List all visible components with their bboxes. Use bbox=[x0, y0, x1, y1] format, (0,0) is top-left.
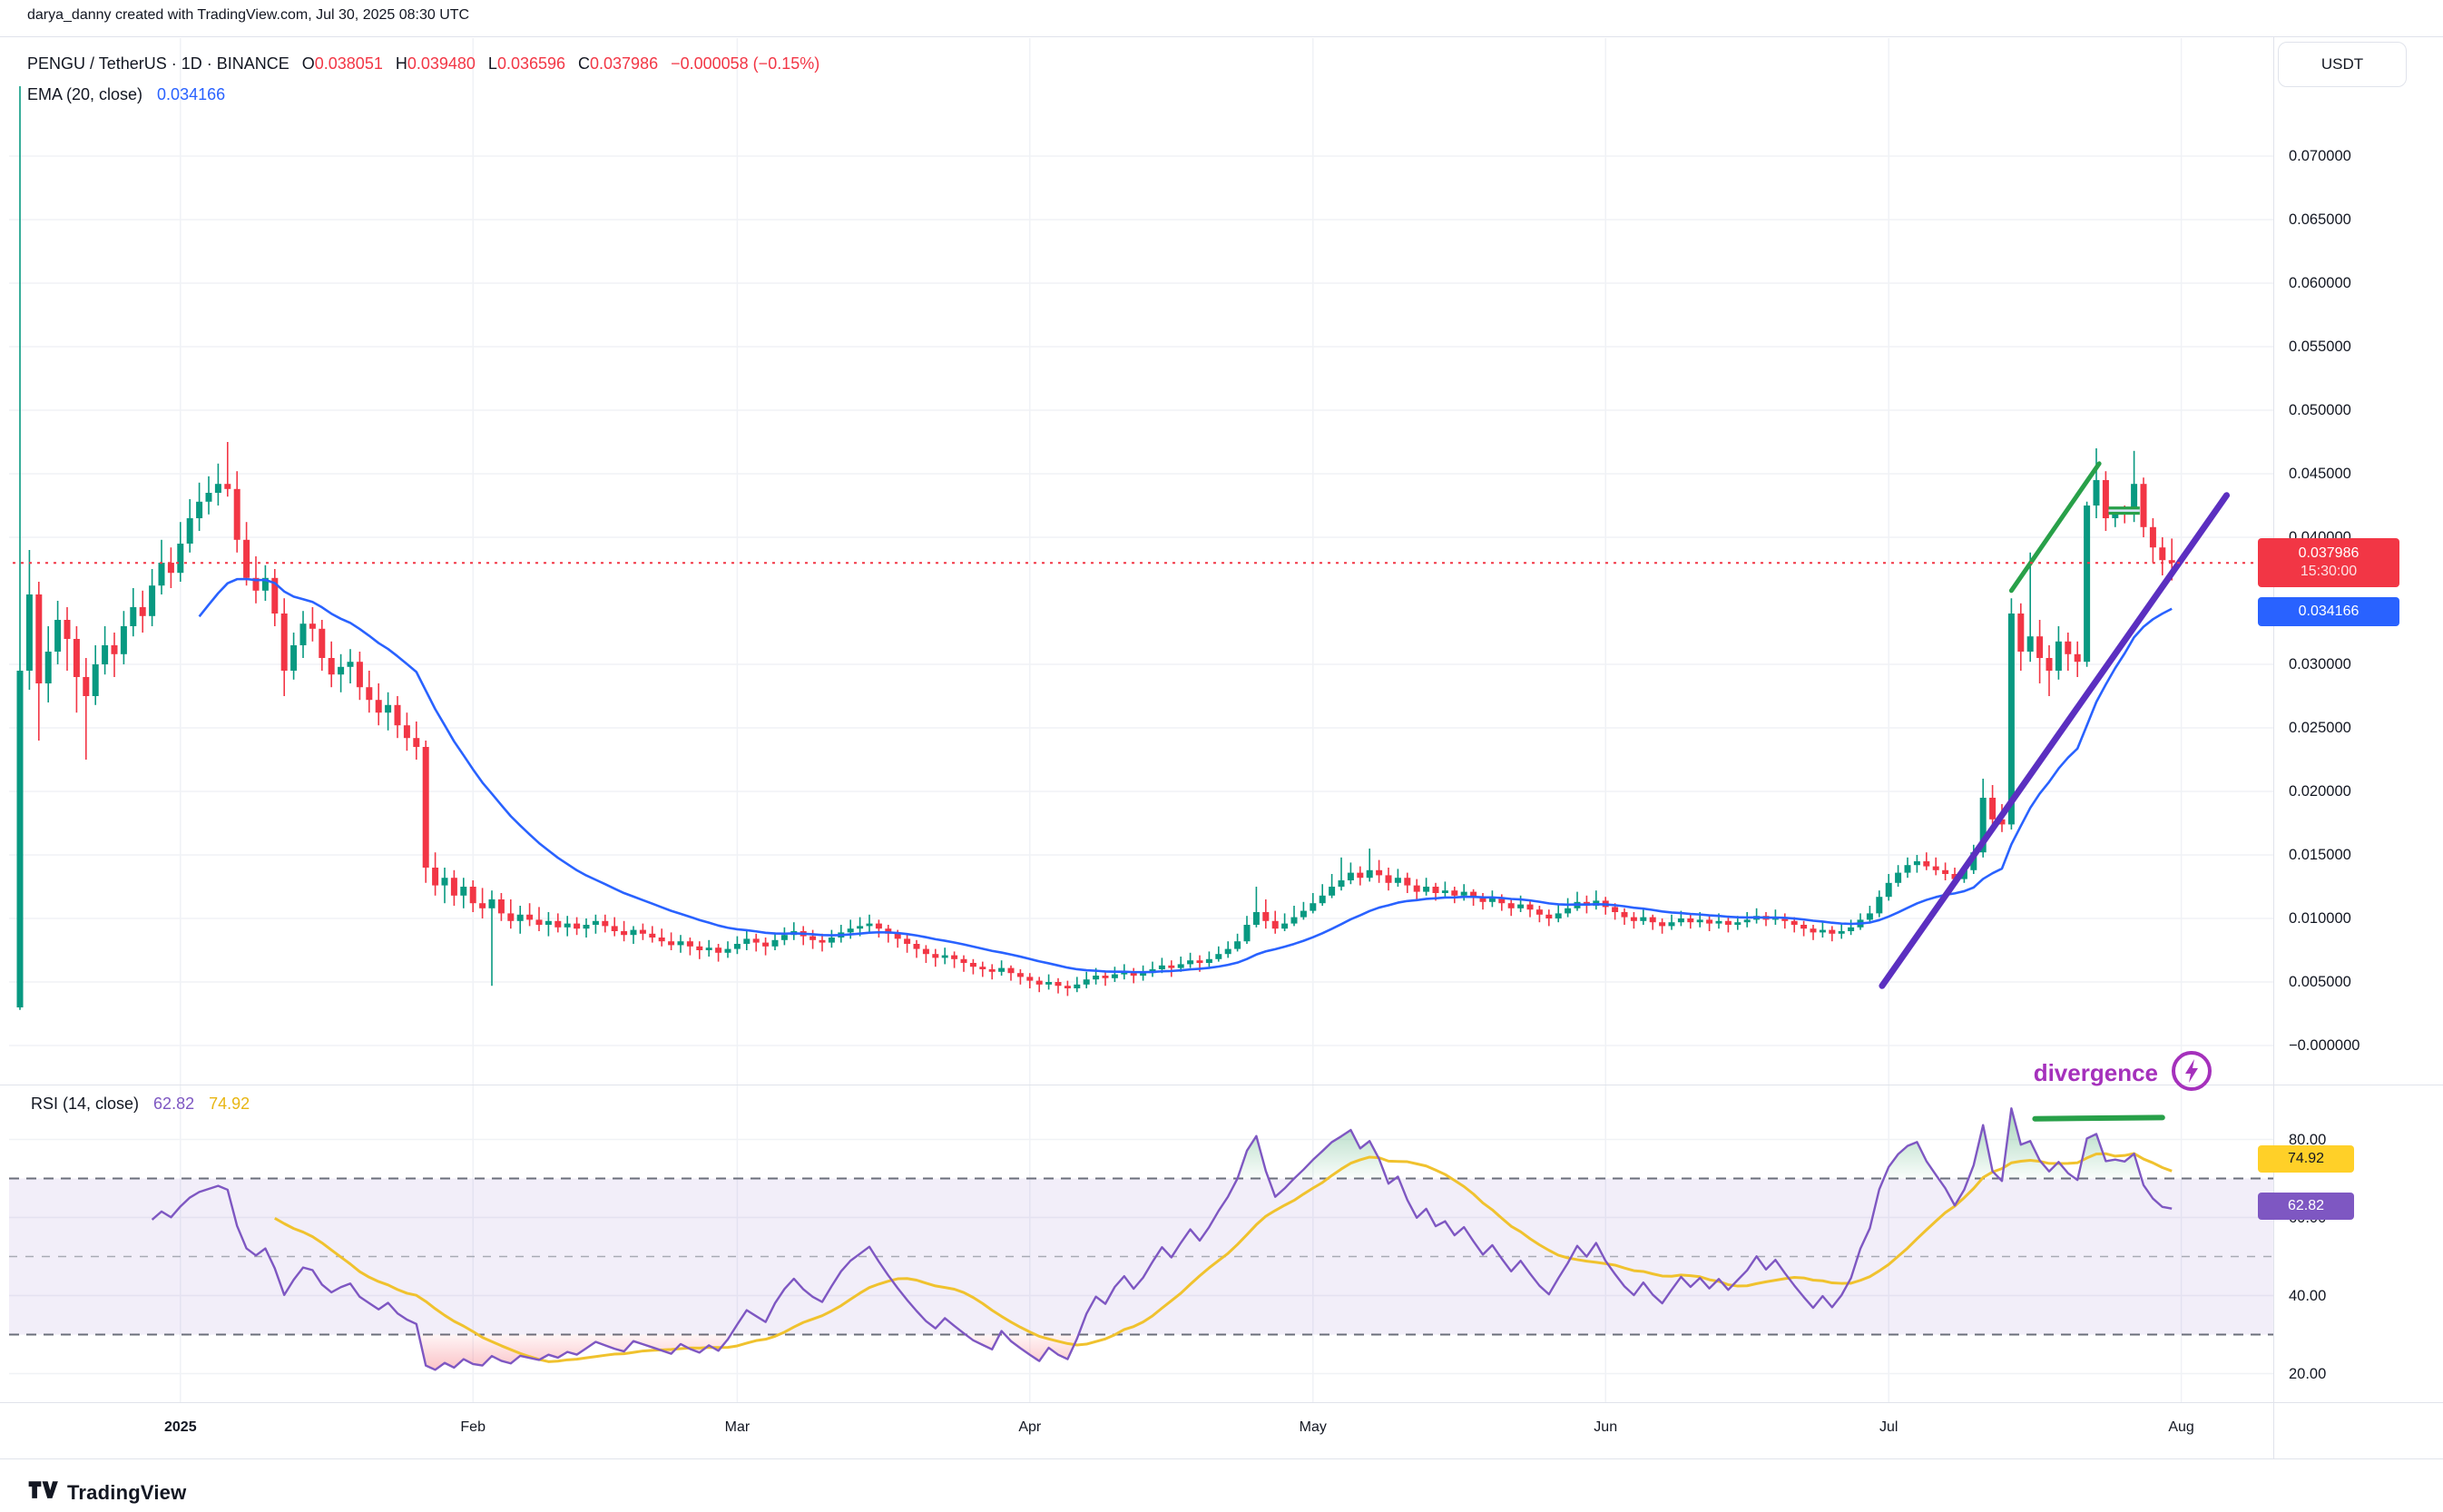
symbol-title: PENGU / TetherUS · 1D · BINANCE bbox=[27, 54, 289, 73]
tradingview-brand-text: TradingView bbox=[67, 1480, 187, 1504]
time-axis-label: Apr bbox=[1018, 1419, 1042, 1435]
price-axis-label: 0.060000 bbox=[2289, 275, 2351, 291]
green-trendline[interactable] bbox=[2008, 461, 2102, 594]
time-axis-label: May bbox=[1299, 1419, 1327, 1435]
price-axis-label: 0.045000 bbox=[2289, 466, 2351, 482]
price-axis-label: 0.065000 bbox=[2289, 211, 2351, 228]
rsi-axis-label: 20.00 bbox=[2289, 1365, 2327, 1382]
ohlc-open: O0.038051 bbox=[301, 54, 383, 73]
rsi-ma-value: 74.92 bbox=[209, 1095, 250, 1113]
price-axis-label: 0.050000 bbox=[2289, 402, 2351, 418]
price-axis-label: 0.025000 bbox=[2289, 720, 2351, 736]
ema-line bbox=[198, 577, 2173, 974]
ohlc-low: L0.036596 bbox=[487, 54, 566, 73]
divergence-label: divergence bbox=[2033, 1059, 2158, 1086]
gridlines bbox=[9, 38, 2273, 1402]
price-axis-label: −0.000000 bbox=[2289, 1037, 2360, 1054]
price-axis-label: 0.030000 bbox=[2289, 656, 2351, 673]
attribution-text: darya_danny created with TradingView.com… bbox=[27, 7, 470, 23]
price-axis-label: 0.005000 bbox=[2289, 974, 2351, 990]
time-axis-label: 2025 bbox=[164, 1419, 197, 1435]
ema-price-badge: 0.034166 bbox=[2258, 596, 2399, 626]
time-axis-label: Jul bbox=[1879, 1419, 1898, 1435]
divergence-annotation[interactable]: divergence bbox=[1992, 1048, 2214, 1098]
price-axis-label: 0.010000 bbox=[2289, 910, 2351, 927]
rsi-oversold-fill bbox=[152, 1334, 2173, 1370]
price-axis-label: 0.055000 bbox=[2289, 339, 2351, 355]
tradingview-logo-icon bbox=[27, 1478, 58, 1507]
rsi-axis-label: 40.00 bbox=[2289, 1287, 2327, 1304]
rsi-value: 62.82 bbox=[153, 1095, 195, 1113]
rsi-ma-line bbox=[274, 1152, 2173, 1363]
time-axis-label: Feb bbox=[460, 1419, 486, 1435]
rsi-value-badge: 62.82 bbox=[2258, 1193, 2354, 1221]
footer-separator bbox=[0, 1458, 2443, 1459]
rsi-label: RSI (14, close) bbox=[31, 1095, 140, 1113]
price-change: −0.000058 (−0.15%) bbox=[671, 54, 820, 73]
symbol-legend[interactable]: PENGU / TetherUS · 1D · BINANCE O0.03805… bbox=[27, 54, 819, 74]
lightning-icon bbox=[2169, 1048, 2214, 1098]
candlestick-series bbox=[16, 86, 2175, 1010]
header-divider bbox=[0, 36, 2443, 37]
price-axis-label: 0.020000 bbox=[2289, 783, 2351, 800]
time-axis-label: Mar bbox=[724, 1419, 751, 1435]
ohlc-close: C0.037986 bbox=[578, 54, 659, 73]
bar-countdown: 15:30:00 bbox=[2300, 564, 2358, 580]
purple-trendline[interactable] bbox=[1879, 492, 2231, 989]
ema-legend[interactable]: EMA (20, close) 0.034166 bbox=[27, 85, 225, 104]
rsi-line bbox=[151, 1107, 2173, 1371]
rsi-ma-badge: 74.92 bbox=[2258, 1145, 2354, 1173]
currency-toggle-button[interactable]: USDT bbox=[2278, 42, 2407, 87]
axis-separator[interactable] bbox=[2273, 36, 2274, 1458]
footer-brand[interactable]: TradingView bbox=[27, 1478, 186, 1507]
time-axis-label: Aug bbox=[2168, 1419, 2194, 1435]
rsi-green-trendline[interactable] bbox=[2032, 1114, 2165, 1122]
ohlc-high: H0.039480 bbox=[395, 54, 476, 73]
rsi-legend[interactable]: RSI (14, close) 62.82 74.92 bbox=[31, 1095, 250, 1114]
time-axis-label: Jun bbox=[1594, 1419, 1618, 1435]
price-axis-label: 0.070000 bbox=[2289, 148, 2351, 164]
current-price-badge: 0.037986 15:30:00 bbox=[2258, 538, 2399, 588]
ema-value: 0.034166 bbox=[157, 85, 226, 103]
current-price-value: 0.037986 bbox=[2298, 545, 2360, 562]
ema-label: EMA (20, close) bbox=[27, 85, 143, 103]
rsi-axis-label: 80.00 bbox=[2289, 1131, 2327, 1148]
price-axis-label: 0.015000 bbox=[2289, 847, 2351, 863]
time-axis-separator bbox=[0, 1402, 2443, 1403]
